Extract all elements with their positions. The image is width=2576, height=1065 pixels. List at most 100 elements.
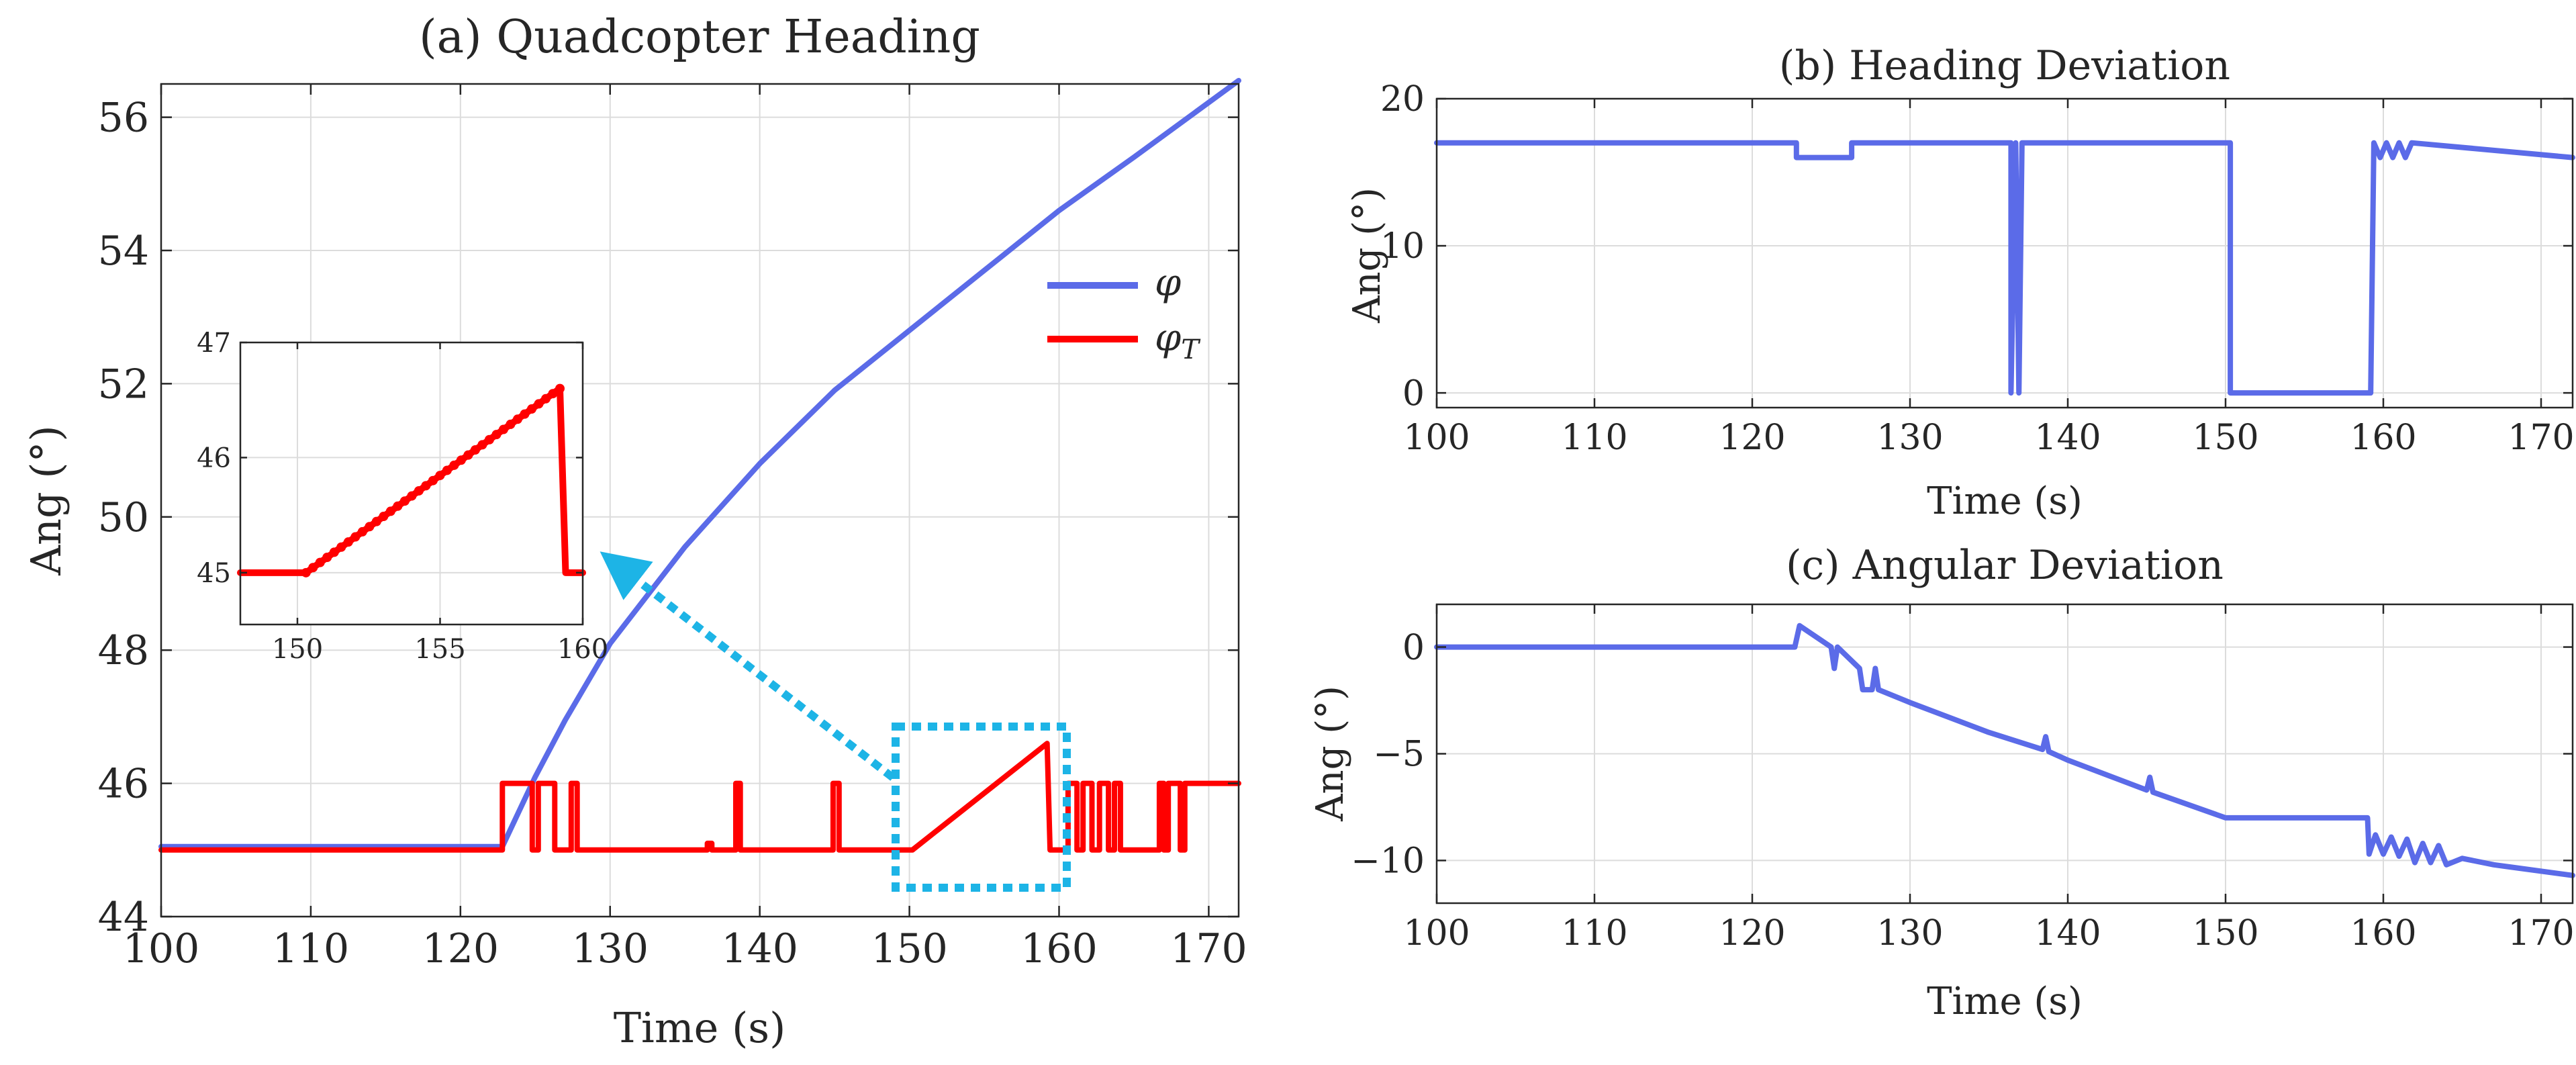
a-ytick-label: 50 bbox=[98, 494, 149, 541]
zoom-arrow bbox=[600, 551, 896, 781]
inset-phiT-marker bbox=[484, 434, 494, 445]
panel-b-axes-frame bbox=[1435, 97, 2574, 409]
inset-phiT-marker bbox=[379, 512, 389, 522]
a-xtick-label: 100 bbox=[123, 925, 200, 972]
inset-phiT-marker bbox=[301, 567, 311, 577]
a-xtick-label: 120 bbox=[422, 925, 499, 972]
panel-a-axes-frame bbox=[160, 83, 1240, 918]
a-xtick-label: 110 bbox=[273, 925, 350, 972]
inset-axes-frame bbox=[239, 341, 584, 626]
inset-phiT-marker bbox=[456, 455, 466, 465]
panel-a-series bbox=[158, 78, 1241, 853]
series-angular-deviation-line bbox=[1434, 622, 2575, 878]
inset-phiT-marker bbox=[548, 389, 558, 399]
c-xtick-label: 160 bbox=[2350, 913, 2416, 954]
inset-phiT-marker bbox=[343, 537, 353, 547]
c-xtick-label: 150 bbox=[2192, 913, 2258, 954]
inset-phiT-marker bbox=[470, 445, 480, 455]
inset-phiT-marker bbox=[435, 471, 445, 481]
legend: φ φT bbox=[1047, 261, 1201, 365]
a-xtick-label: 150 bbox=[871, 925, 948, 972]
inset-phiT-marker bbox=[477, 440, 487, 450]
panel-b-title: (b) Heading Deviation bbox=[1779, 42, 2230, 89]
zoom-box bbox=[892, 723, 1071, 892]
inset-xtick-label: 155 bbox=[414, 634, 465, 665]
inset-phiT-marker bbox=[385, 506, 395, 516]
panel-a-title: (a) Quadcopter Heading bbox=[419, 11, 980, 64]
b-xtick-label: 110 bbox=[1561, 418, 1627, 458]
c-xtick-label: 170 bbox=[2508, 913, 2574, 954]
inset-series bbox=[237, 383, 586, 577]
inset-phiT-marker bbox=[555, 383, 565, 393]
a-ytick-label: 54 bbox=[98, 228, 149, 275]
legend-label-phiT: φT bbox=[1155, 316, 1201, 365]
panel-c-series bbox=[1434, 622, 2575, 878]
inset-phiT-marker bbox=[442, 465, 452, 475]
inset-ytick-label: 47 bbox=[197, 328, 231, 359]
inset-phiT-marker bbox=[407, 491, 417, 501]
panel-c-ylabel: Ang (°) bbox=[1308, 686, 1352, 822]
a-xtick-label: 140 bbox=[721, 925, 798, 972]
inset-ytick-label: 45 bbox=[197, 558, 231, 589]
inset-phiT-marker bbox=[491, 430, 502, 440]
series-heading-deviation-line bbox=[1434, 140, 2575, 396]
panel-c-xlabel: Time (s) bbox=[1927, 980, 2083, 1023]
inset-xtick-label: 160 bbox=[557, 634, 608, 665]
panel-a-xlabel: Time (s) bbox=[614, 1003, 786, 1052]
inset-phiT-marker bbox=[449, 460, 459, 470]
panel-b-ylabel: Ang (°) bbox=[1345, 187, 1389, 324]
inset-ytick-label: 46 bbox=[197, 443, 231, 473]
b-xtick-label: 170 bbox=[2508, 418, 2574, 458]
inset-phiT-marker bbox=[534, 399, 544, 409]
inset-phiT-marker bbox=[498, 424, 508, 434]
inset-phiT-marker bbox=[336, 542, 346, 552]
a-ytick-label: 44 bbox=[98, 894, 149, 941]
inset-phiT-marker bbox=[526, 404, 536, 414]
a-ytick-label: 56 bbox=[98, 95, 149, 142]
inset-phiT-marker bbox=[512, 414, 522, 424]
a-xtick-label: 130 bbox=[571, 925, 649, 972]
a-ytick-label: 48 bbox=[98, 627, 149, 674]
b-xtick-label: 150 bbox=[2192, 418, 2258, 458]
panel-c-ticks: 100 110 120 130 140 150 160 170 −10 −5 0 bbox=[1351, 604, 2575, 954]
c-xtick-label: 110 bbox=[1561, 913, 1627, 954]
b-ytick-label: 20 bbox=[1380, 79, 1425, 120]
inset: 150 155 160 45 46 47 bbox=[197, 328, 608, 665]
c-xtick-label: 120 bbox=[1719, 913, 1785, 954]
inset-phiT-marker bbox=[357, 526, 367, 537]
panel-a-ticks: 100 110 120 130 140 150 160 170 44 46 48 50 52 54 56 bbox=[98, 84, 1247, 972]
panel-c: (c) Angular Deviation 100 110 120 130 140 150… bbox=[1308, 542, 2575, 1023]
panel-b-ticks: 100 110 120 130 140 150 160 170 0 10 20 bbox=[1380, 79, 2575, 458]
inset-phiT-marker bbox=[315, 557, 325, 567]
b-xtick-label: 100 bbox=[1403, 418, 1470, 458]
c-xtick-label: 130 bbox=[1876, 913, 1943, 954]
a-xtick-label: 170 bbox=[1170, 925, 1247, 972]
a-ytick-label: 52 bbox=[98, 361, 149, 408]
inset-phiT-marker bbox=[365, 522, 375, 532]
b-xtick-label: 120 bbox=[1719, 418, 1785, 458]
inset-xtick-label: 150 bbox=[272, 634, 323, 665]
panel-b-series bbox=[1434, 140, 2575, 396]
b-ytick-label: 10 bbox=[1380, 226, 1425, 267]
inset-phiT-marker bbox=[371, 516, 381, 526]
panel-b-xlabel: Time (s) bbox=[1927, 479, 2083, 523]
b-xtick-label: 140 bbox=[2034, 418, 2101, 458]
panel-a-ylabel: Ang (°) bbox=[21, 425, 70, 575]
a-xtick-label: 160 bbox=[1020, 925, 1098, 972]
legend-label-phi: φ bbox=[1155, 261, 1181, 305]
c-xtick-label: 100 bbox=[1403, 913, 1470, 954]
inset-phiT-marker bbox=[540, 393, 551, 404]
b-ytick-label: 0 bbox=[1402, 373, 1425, 414]
c-ytick-label: 0 bbox=[1402, 628, 1425, 668]
inset-phiT-marker bbox=[506, 419, 516, 429]
inset-phiT-marker bbox=[308, 563, 318, 573]
inset-background bbox=[240, 342, 583, 624]
c-xtick-label: 140 bbox=[2034, 913, 2101, 954]
inset-phiT-marker bbox=[414, 485, 424, 496]
inset-phiT-marker bbox=[322, 553, 332, 562]
b-xtick-label: 160 bbox=[2350, 418, 2416, 458]
series-phi-line bbox=[158, 78, 1241, 849]
inset-phiT-marker bbox=[399, 496, 410, 506]
inset-phiT-marker bbox=[329, 547, 339, 557]
